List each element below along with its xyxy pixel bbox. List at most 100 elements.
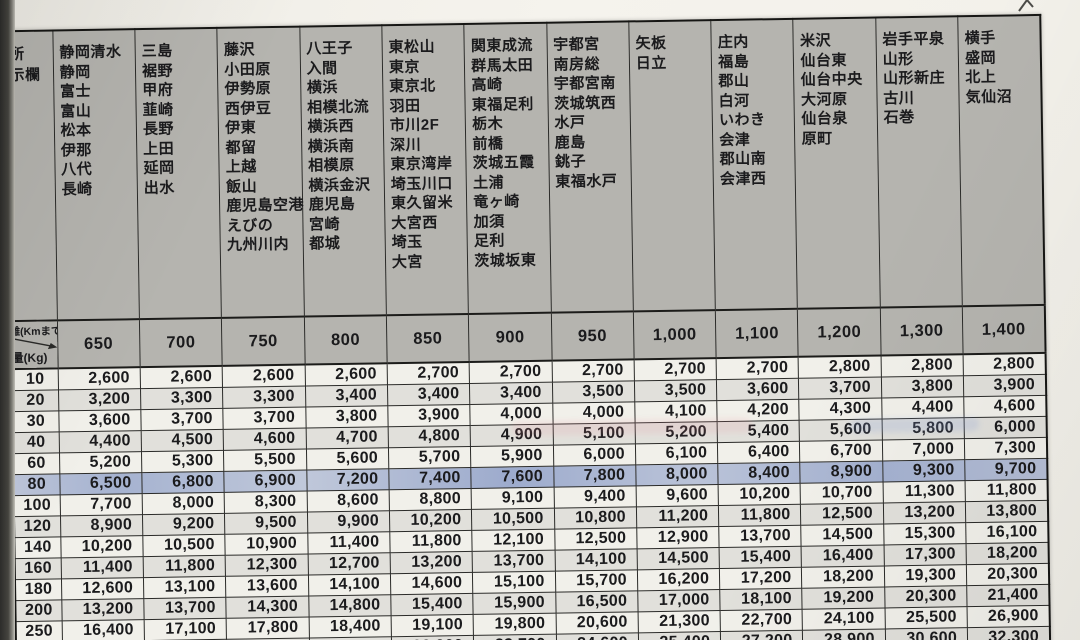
city-name: 日立 <box>635 54 667 72</box>
rate-cell: 16,500 <box>555 590 638 614</box>
rate-cell: 12,900 <box>636 526 720 549</box>
rate-cell: 4,300 <box>799 397 882 421</box>
rate-cell: 9,600 <box>635 484 719 507</box>
rate-cell: 4,500 <box>141 429 224 452</box>
city-name: 出水 <box>143 179 175 197</box>
city-name: 横浜南 <box>307 137 355 155</box>
rate-cell: 3,400 <box>469 382 553 405</box>
weight-cell: 10 <box>11 368 59 391</box>
city-name: 東福水戸 <box>555 172 618 191</box>
destination-column: 八王子 入間 横浜 相模北流 横浜西 横浜南 相模原 横浜金沢 鹿児島 宮崎 都城 <box>299 25 387 317</box>
destination-column: 宇都宮 南房総 宇都宮南 茨城筑西 水戸 鹿島 銚子 東福水戸 <box>546 21 634 313</box>
rate-cell: 9,900 <box>307 510 390 534</box>
rate-cell: 2,800 <box>963 352 1046 376</box>
rate-cell: 7,400 <box>388 467 472 490</box>
city-name: 埼玉川口 <box>390 174 453 193</box>
rate-cell: 11,400 <box>307 531 391 555</box>
rate-cell: 17,300 <box>883 543 967 566</box>
city-name: 郡山 <box>718 72 750 91</box>
city-name: 前橋 <box>472 134 504 153</box>
rate-table-wrap: 場所 表示欄 静岡清水 静岡 富士 富山 松本 伊那 八代 長崎 三島 裾野 甲府 韮崎 長野 上田 延岡 出水藤… <box>5 13 1052 640</box>
city-name: 韮崎 <box>142 101 174 119</box>
rate-cell: 8,900 <box>60 514 143 537</box>
city-name: えびの <box>226 216 274 235</box>
rate-cell: 5,600 <box>799 418 883 442</box>
rate-cell: 3,500 <box>551 380 635 404</box>
rate-cell: 10,500 <box>142 534 226 557</box>
city-name: 静岡清水 <box>59 43 122 62</box>
rate-cell: 16,100 <box>965 521 1049 544</box>
city-name: 東松山 <box>388 38 436 57</box>
rate-cell: 5,800 <box>881 417 965 440</box>
rate-cell: 22,700 <box>720 609 803 632</box>
city-name: 横手 <box>964 29 996 48</box>
city-name: 郡山南 <box>719 150 767 169</box>
city-name: 宮崎 <box>308 215 341 233</box>
rate-cell: 3,300 <box>140 387 224 410</box>
rate-cell: 3,500 <box>634 379 717 402</box>
rate-cell: 8,400 <box>717 462 801 485</box>
rate-cell: 2,700 <box>551 359 635 383</box>
rate-cell: 3,300 <box>222 386 306 409</box>
rate-cell: 2,800 <box>880 354 964 377</box>
weight-cell: 120 <box>13 515 61 538</box>
city-name: 竜ヶ崎 <box>473 193 520 211</box>
rate-cell: 3,900 <box>387 404 471 427</box>
distance-header-cell: 1,200 <box>797 307 881 357</box>
weight-unit-label: 重量(Kg) <box>10 350 48 366</box>
rate-cell: 7,000 <box>882 438 965 461</box>
city-name: 大宮 <box>391 253 424 271</box>
rate-cell: 19,800 <box>473 613 556 636</box>
rate-cell: 6,900 <box>224 470 307 493</box>
rate-cell: 2,600 <box>140 365 223 389</box>
rate-cell: 15,700 <box>554 569 638 593</box>
rate-cell: 14,300 <box>226 596 309 619</box>
city-name: 岩手平泉 <box>882 30 945 49</box>
rate-cell: 13,600 <box>225 575 309 598</box>
corner-mark-icon <box>1018 0 1034 12</box>
city-name: 関東成流 <box>470 36 534 55</box>
city-name: 原町 <box>801 129 833 148</box>
rate-cell: 9,400 <box>553 485 637 509</box>
rate-cell: 10,500 <box>471 508 555 531</box>
city-name: 仙台泉 <box>801 109 848 128</box>
rate-cell: 4,900 <box>470 424 553 447</box>
rate-cell: 9,500 <box>224 512 308 535</box>
rate-cell: 11,800 <box>143 555 226 578</box>
rate-cell: 10,900 <box>225 533 308 556</box>
rate-cell: 12,100 <box>472 529 555 552</box>
destination-column: 藤沢 小田原 伊勢原 西伊豆 伊東 都留 上越 飯山 鹿児島空港 えびの 九州川内 <box>217 26 304 318</box>
city-name: 上越 <box>225 158 257 176</box>
rate-cell: 9,100 <box>471 487 554 510</box>
rate-cell: 5,200 <box>59 451 142 474</box>
city-name: 加須 <box>473 212 505 231</box>
city-name: 大宮西 <box>391 213 438 232</box>
city-name: 相模北流 <box>307 97 370 116</box>
weight-cell: 160 <box>14 557 62 580</box>
rate-cell: 3,800 <box>305 405 389 429</box>
rate-table: 場所 表示欄 静岡清水 静岡 富士 富山 松本 伊那 八代 長崎 三島 裾野 甲府 韮崎 長野 上田 延岡 出水藤… <box>5 13 1052 640</box>
rate-cell: 15,300 <box>883 522 967 545</box>
destination-column: 三島 裾野 甲府 韮崎 長野 上田 延岡 出水 <box>134 27 222 320</box>
distance-header-cell: 1,100 <box>715 308 799 359</box>
city-name: 東京湾岸 <box>390 155 453 174</box>
rate-cell: 6,000 <box>552 443 636 467</box>
rate-cell: 4,400 <box>881 396 965 419</box>
rate-cell: 17,000 <box>637 589 721 612</box>
rate-cell: 4,200 <box>716 399 800 422</box>
rate-cell: 4,000 <box>470 403 553 426</box>
city-name: 北上 <box>965 68 997 87</box>
rate-cell: 4,400 <box>58 430 142 453</box>
rate-cell: 16,400 <box>801 544 885 568</box>
rate-cell: 23,700 <box>473 634 557 640</box>
destination-column: 米沢 仙台東 仙台中央 大河原 仙台泉 原町 <box>793 17 881 309</box>
rate-cell: 18,200 <box>801 565 885 589</box>
page-corner-mark <box>1016 0 1042 14</box>
rate-cell: 13,200 <box>61 598 145 621</box>
table-body: 場所 表示欄 静岡清水 静岡 富士 富山 松本 伊那 八代 長崎 三島 裾野 甲府 韮崎 長野 上田 延岡 出水藤… <box>6 14 1051 640</box>
city-name: 土浦 <box>472 173 505 192</box>
city-name: 会津西 <box>719 169 767 188</box>
city-name: 深川 <box>389 136 422 154</box>
distance-header-cell: 900 <box>468 312 552 362</box>
